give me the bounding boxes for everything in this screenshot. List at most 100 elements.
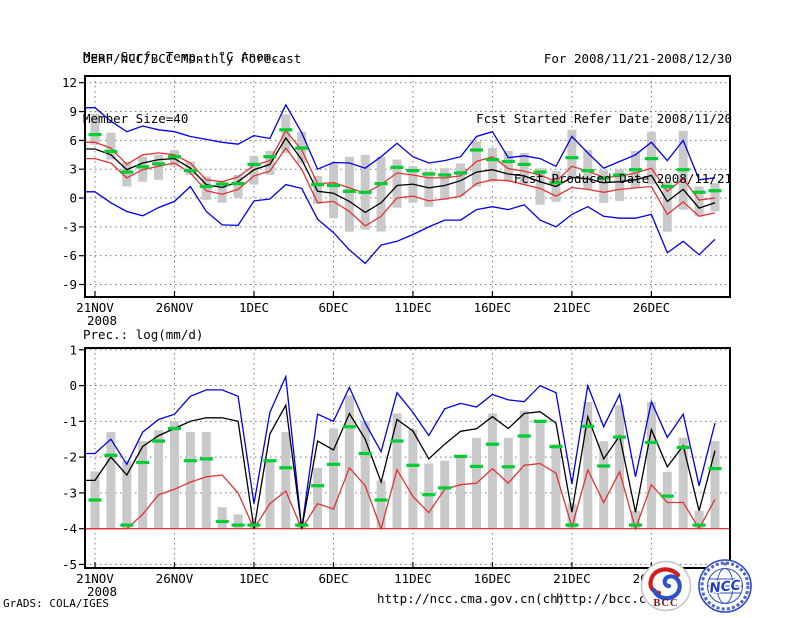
obs-dash <box>88 133 102 137</box>
y-tick-label: -9 <box>62 277 77 292</box>
grads-credit: GrADS: COLA/IGES <box>3 597 109 610</box>
ensemble-spread-bar <box>646 402 656 529</box>
obs-dash <box>708 467 722 471</box>
obs-dash <box>358 451 372 456</box>
ensemble-spread-bar <box>519 152 529 185</box>
ensemble-spread-bar <box>567 503 577 529</box>
obs-dash <box>660 494 674 498</box>
obs-dash <box>120 170 134 174</box>
ensemble-spread-bar <box>551 444 561 529</box>
obs-dash <box>279 466 293 470</box>
ensemble-spread-bar <box>503 150 513 182</box>
obs-dash <box>136 165 150 169</box>
ensemble-spread-bar <box>106 132 116 160</box>
ensemble-spread-bar <box>360 421 370 529</box>
ens-mean-line <box>86 136 716 214</box>
obs-dash <box>215 519 229 524</box>
obs-dash <box>120 523 134 527</box>
obs-dash <box>470 148 483 152</box>
y-tick-label: -3 <box>62 485 77 500</box>
produced-date-label: Fcst Produced Date 2008/11/21 <box>513 171 732 186</box>
obs-dash <box>533 419 547 423</box>
ensemble-spread-bar <box>710 183 720 212</box>
obs-dash <box>311 183 325 187</box>
obs-dash <box>231 182 245 186</box>
ensemble-spread-bar <box>567 129 577 178</box>
y-tick-label: -1 <box>62 414 77 429</box>
ensemble-spread-bar <box>106 432 116 529</box>
x-tick-label: 1DEC <box>239 300 269 315</box>
x-tick-label: 6DEC <box>318 300 348 315</box>
bcc-logo-icon: BCC <box>640 560 692 612</box>
ensemble-spread-bar <box>599 170 609 203</box>
ensemble-spread-bar <box>281 114 291 153</box>
obs-dash <box>708 189 722 193</box>
obs-dash <box>549 445 563 449</box>
obs-dash <box>279 128 293 132</box>
obs-dash <box>581 424 595 428</box>
obs-dash <box>438 173 452 177</box>
ensemble-spread-bar <box>472 141 481 187</box>
ensemble-spread-bar <box>662 471 672 529</box>
obs-dash <box>183 459 197 463</box>
ensemble-spread-bar <box>313 175 323 204</box>
y-tick-label: 6 <box>69 133 77 148</box>
obs-dash <box>374 182 388 186</box>
ensemble-spread-bar <box>217 181 227 203</box>
obs-dash <box>247 523 261 527</box>
ensemble-spread-bar <box>694 510 704 529</box>
ncc-logo-text: NCC <box>709 577 742 596</box>
x-tick-label: 1DEC <box>239 571 269 586</box>
obs-dash <box>247 162 261 166</box>
x-tick-label: 26DEC <box>633 300 671 315</box>
obs-dash <box>485 442 499 446</box>
obs-dash <box>390 165 404 169</box>
ensemble-spread-bar <box>344 156 354 232</box>
ensemble-spread-bar <box>201 176 211 200</box>
ens-max-line <box>86 103 716 181</box>
obs-dash <box>565 156 579 160</box>
obs-dash <box>676 168 690 172</box>
obs-dash <box>168 426 181 431</box>
ensemble-spread-bar <box>487 148 497 182</box>
obs-dash <box>644 440 658 444</box>
ensemble-spread-bar <box>615 405 625 529</box>
ensemble-spread-bar <box>313 467 323 529</box>
obs-dash <box>104 149 118 153</box>
obs-dash <box>263 459 277 463</box>
ensemble-spread-bar <box>535 421 545 529</box>
y-tick-label: -5 <box>62 557 77 572</box>
ensemble-spread-bar <box>631 510 640 529</box>
ncc-logo-icon: NCC <box>698 559 752 613</box>
ensemble-spread-bar <box>138 441 148 529</box>
obs-dash <box>342 189 356 193</box>
y-tick-label: 3 <box>69 162 77 177</box>
obs-dash <box>295 146 309 150</box>
ensemble-spread-bar <box>154 154 164 180</box>
obs-dash <box>374 498 388 502</box>
obs-dash <box>454 454 468 458</box>
obs-dash <box>88 498 102 502</box>
bcc-logo: BCC <box>637 559 695 617</box>
obs-dash <box>231 523 245 527</box>
ensemble-spread-bar <box>456 455 466 529</box>
obs-dash <box>644 157 658 161</box>
obs-dash <box>470 464 483 468</box>
x-tick-label: 11DEC <box>394 300 432 315</box>
obs-dash <box>406 169 420 173</box>
ensemble-spread-bar <box>487 413 497 529</box>
y-tick-label: 12 <box>62 75 77 90</box>
x-tick-label: 21NOV <box>76 300 114 315</box>
ensemble-spread-bar <box>440 168 450 200</box>
ensemble-spread-bar <box>90 114 100 145</box>
obs-dash <box>533 170 547 174</box>
ensemble-spread-bar <box>456 163 466 197</box>
obs-dash <box>215 182 229 186</box>
product-title: DERF/NCC/BCC Monthly Forecast <box>83 51 302 66</box>
plot-frame <box>84 75 731 298</box>
ensemble-spread-bar <box>154 430 164 529</box>
obs-dash <box>295 523 309 527</box>
ens-max-line <box>86 374 716 529</box>
ensemble-spread-bar <box>265 460 275 529</box>
